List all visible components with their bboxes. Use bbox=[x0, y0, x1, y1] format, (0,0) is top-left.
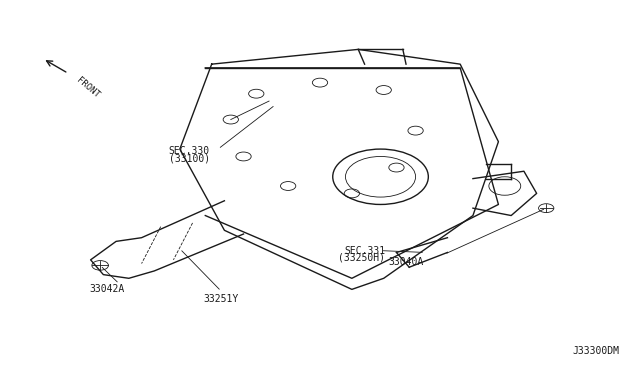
Text: FRONT: FRONT bbox=[75, 75, 101, 99]
Text: SEC.331: SEC.331 bbox=[344, 246, 385, 256]
Text: 33251Y: 33251Y bbox=[204, 294, 239, 304]
Text: 33042A: 33042A bbox=[89, 284, 124, 294]
Text: (33250H): (33250H) bbox=[338, 253, 385, 263]
Text: (33100): (33100) bbox=[169, 153, 210, 163]
Text: SEC.330: SEC.330 bbox=[169, 146, 210, 156]
Text: 33040A: 33040A bbox=[388, 257, 424, 267]
Text: J33300DM: J33300DM bbox=[573, 346, 620, 356]
